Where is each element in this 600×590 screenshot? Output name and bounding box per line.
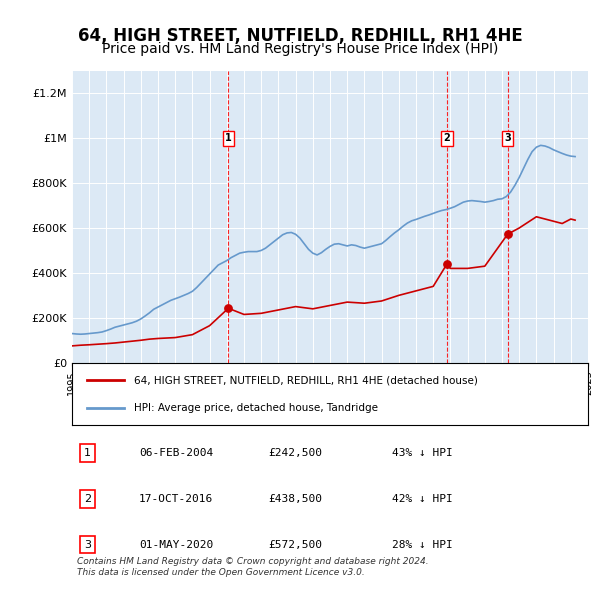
Text: Contains HM Land Registry data © Crown copyright and database right 2024.
This d: Contains HM Land Registry data © Crown c… bbox=[77, 558, 429, 576]
Text: 2: 2 bbox=[84, 494, 91, 504]
Text: 43% ↓ HPI: 43% ↓ HPI bbox=[392, 448, 452, 458]
Text: 42% ↓ HPI: 42% ↓ HPI bbox=[392, 494, 452, 504]
Text: 1: 1 bbox=[84, 448, 91, 458]
Text: 3: 3 bbox=[84, 540, 91, 549]
Text: HPI: Average price, detached house, Tandridge: HPI: Average price, detached house, Tand… bbox=[134, 403, 378, 413]
Point bbox=[442, 260, 452, 269]
Point bbox=[503, 230, 512, 239]
Text: 06-FEB-2004: 06-FEB-2004 bbox=[139, 448, 214, 458]
Text: 28% ↓ HPI: 28% ↓ HPI bbox=[392, 540, 452, 549]
Text: £242,500: £242,500 bbox=[268, 448, 322, 458]
Point bbox=[224, 303, 233, 313]
Text: £572,500: £572,500 bbox=[268, 540, 322, 549]
Text: 64, HIGH STREET, NUTFIELD, REDHILL, RH1 4HE: 64, HIGH STREET, NUTFIELD, REDHILL, RH1 … bbox=[77, 27, 523, 45]
Text: Price paid vs. HM Land Registry's House Price Index (HPI): Price paid vs. HM Land Registry's House … bbox=[102, 42, 498, 57]
Text: 01-MAY-2020: 01-MAY-2020 bbox=[139, 540, 214, 549]
Text: 1: 1 bbox=[225, 133, 232, 143]
Text: 3: 3 bbox=[505, 133, 511, 143]
Text: 64, HIGH STREET, NUTFIELD, REDHILL, RH1 4HE (detached house): 64, HIGH STREET, NUTFIELD, REDHILL, RH1 … bbox=[134, 375, 478, 385]
Text: 2: 2 bbox=[443, 133, 450, 143]
Text: £438,500: £438,500 bbox=[268, 494, 322, 504]
Text: 17-OCT-2016: 17-OCT-2016 bbox=[139, 494, 214, 504]
